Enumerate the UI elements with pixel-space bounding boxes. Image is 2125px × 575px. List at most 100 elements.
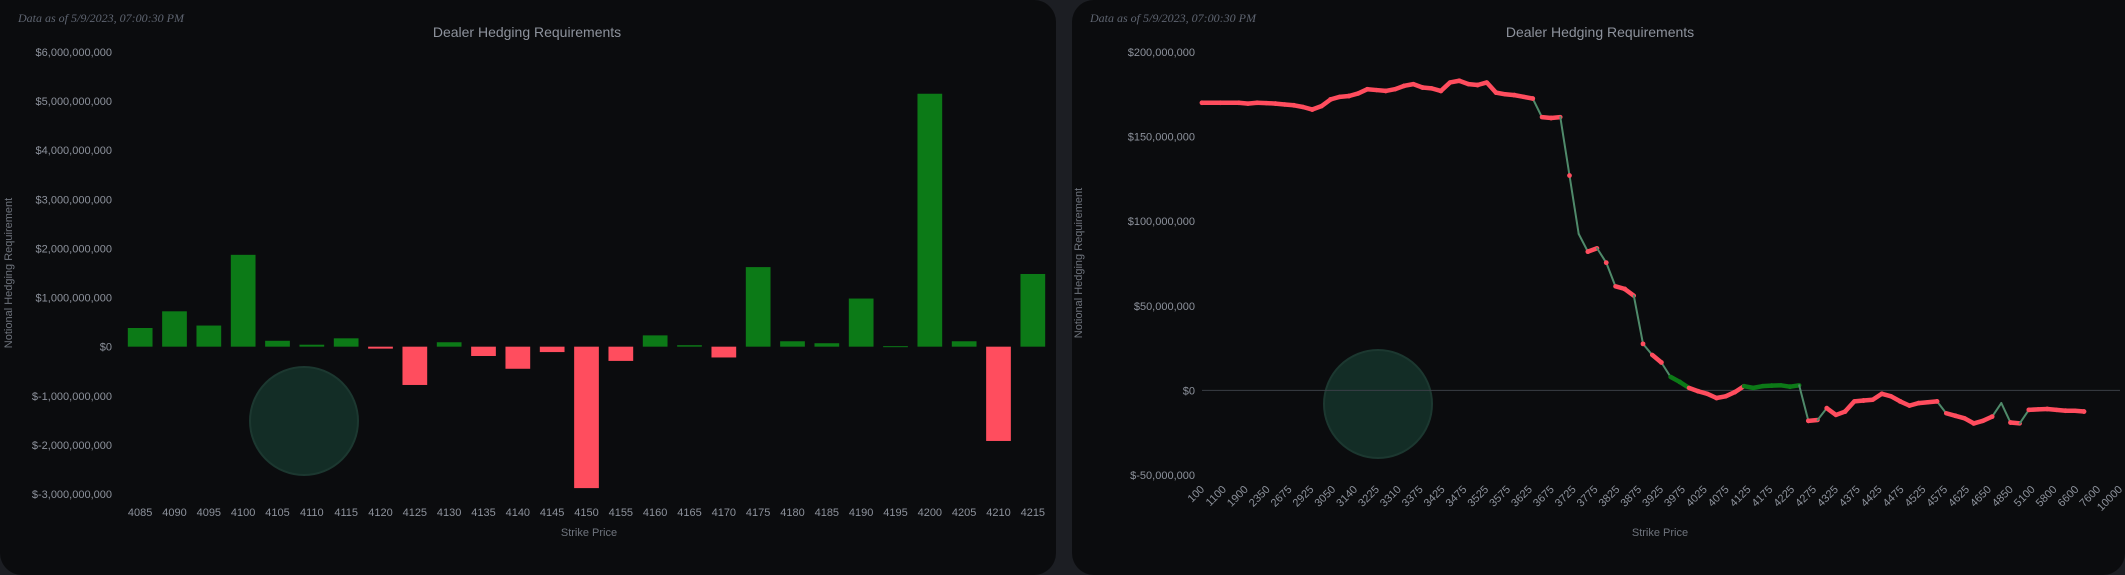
bar[interactable]: [368, 346, 393, 349]
line-segment: [1991, 402, 2003, 418]
data-point[interactable]: [1769, 383, 1775, 389]
data-point[interactable]: [1989, 414, 1995, 420]
data-point[interactable]: [1677, 379, 1683, 385]
data-point[interactable]: [1714, 395, 1719, 401]
data-point[interactable]: [1861, 398, 1866, 403]
data-point[interactable]: [1420, 85, 1425, 90]
x-tick-label: 3140: [1334, 484, 1360, 510]
data-point[interactable]: [1750, 385, 1756, 391]
data-point[interactable]: [2008, 420, 2013, 425]
data-point[interactable]: [2063, 408, 2069, 414]
data-point[interactable]: [1401, 83, 1407, 89]
line-segment: [1632, 294, 1644, 345]
x-tick-label: 4100: [231, 507, 255, 519]
x-tick-label: 4170: [712, 507, 736, 519]
x-tick-label: 4215: [1021, 507, 1045, 519]
data-point[interactable]: [1548, 115, 1554, 121]
bar[interactable]: [677, 345, 702, 347]
y-axis-label: Notional Hedging Requirement: [3, 198, 15, 348]
data-point[interactable]: [1842, 409, 1848, 414]
bar[interactable]: [196, 325, 222, 347]
bar[interactable]: [333, 338, 359, 347]
x-tick-label: 4210: [986, 507, 1010, 519]
bar[interactable]: [608, 346, 634, 361]
data-point[interactable]: [2081, 409, 2087, 414]
x-tick-label: 4850: [1990, 484, 2016, 510]
x-tick-label: 3675: [1531, 484, 1557, 510]
watermark-logo: [1323, 349, 1433, 459]
bar[interactable]: [917, 93, 943, 347]
data-point[interactable]: [1567, 173, 1572, 178]
data-point[interactable]: [1934, 398, 1940, 404]
data-point[interactable]: [1916, 400, 1922, 406]
bar[interactable]: [814, 343, 840, 347]
bar[interactable]: [848, 298, 874, 347]
data-point[interactable]: [1309, 107, 1315, 112]
data-point[interactable]: [1438, 88, 1444, 94]
data-point[interactable]: [1952, 413, 1958, 419]
data-point[interactable]: [1328, 96, 1334, 102]
x-tick-label: 5800: [2034, 484, 2060, 510]
data-point[interactable]: [1622, 286, 1628, 292]
data-point[interactable]: [1199, 100, 1205, 106]
data-point[interactable]: [1511, 92, 1517, 98]
data-point[interactable]: [1585, 249, 1591, 255]
data-point[interactable]: [1475, 82, 1481, 88]
data-point[interactable]: [2044, 406, 2050, 412]
y-tick-label: $3,000,000,000: [36, 194, 112, 206]
data-point[interactable]: [1879, 391, 1885, 397]
data-point[interactable]: [1658, 360, 1664, 365]
data-point[interactable]: [1824, 405, 1830, 411]
data-point[interactable]: [1695, 388, 1701, 394]
y-tick-label: $0: [1183, 385, 1195, 397]
data-point[interactable]: [1236, 100, 1242, 106]
bar[interactable]: [127, 328, 153, 347]
bar[interactable]: [539, 346, 565, 353]
data-point[interactable]: [1273, 101, 1278, 107]
bar[interactable]: [574, 346, 599, 489]
bar[interactable]: [780, 341, 805, 347]
bar[interactable]: [745, 267, 771, 347]
data-point[interactable]: [1603, 260, 1609, 266]
data-point[interactable]: [1217, 100, 1223, 106]
bar[interactable]: [1020, 273, 1046, 347]
data-point[interactable]: [1291, 102, 1297, 108]
y-tick-label: $50,000,000: [1134, 301, 1195, 313]
data-point[interactable]: [1456, 78, 1462, 84]
x-tick-label: 4650: [1968, 484, 1994, 510]
x-tick-label: 3775: [1575, 484, 1601, 510]
data-point[interactable]: [1732, 389, 1738, 395]
data-point[interactable]: [2026, 407, 2032, 413]
x-tick-label: 4135: [471, 507, 495, 519]
data-point[interactable]: [1787, 384, 1793, 390]
data-point[interactable]: [1346, 93, 1352, 99]
bar[interactable]: [265, 340, 290, 347]
bar[interactable]: [505, 346, 531, 369]
data-point[interactable]: [1805, 418, 1811, 424]
bar[interactable]: [986, 346, 1011, 441]
bar[interactable]: [951, 341, 977, 347]
bar[interactable]: [471, 346, 496, 356]
bar[interactable]: [299, 344, 325, 347]
bar[interactable]: [883, 346, 908, 348]
data-point[interactable]: [1530, 96, 1536, 101]
data-point[interactable]: [1254, 100, 1260, 106]
data-point[interactable]: [1640, 341, 1646, 347]
y-tick-label: $-50,000,000: [1130, 470, 1195, 482]
data-point[interactable]: [1897, 398, 1903, 404]
line-segment: [1605, 261, 1617, 288]
bar[interactable]: [642, 335, 668, 347]
bar-chart: Dealer Hedging Requirements Notional Hed…: [3, 24, 1046, 539]
data-point[interactable]: [1383, 88, 1389, 94]
bar[interactable]: [230, 254, 256, 347]
data-point[interactable]: [1493, 90, 1499, 96]
data-point[interactable]: [1971, 420, 1977, 426]
y-tick-label: $2,000,000,000: [36, 243, 112, 255]
bar[interactable]: [436, 342, 462, 347]
bar[interactable]: [711, 346, 737, 358]
data-point[interactable]: [1364, 86, 1370, 92]
bar[interactable]: [162, 311, 187, 347]
x-tick-label: 4115: [334, 507, 358, 519]
data-timestamp: Data as of 5/9/2023, 07:00:30 PM: [18, 11, 184, 25]
bar[interactable]: [402, 346, 428, 385]
